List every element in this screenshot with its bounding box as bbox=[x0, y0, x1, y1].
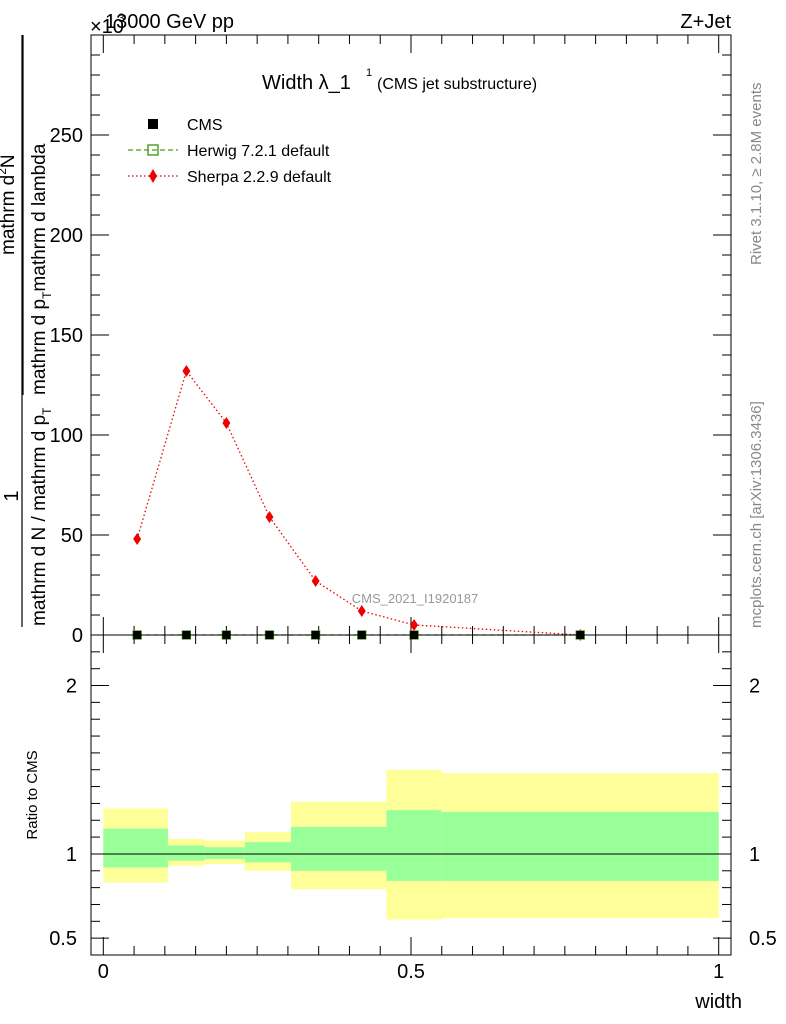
main-y-tick-label: 0 bbox=[72, 625, 83, 647]
sherpa-point bbox=[311, 575, 320, 587]
chart-subtitle: (CMS jet substructure) bbox=[377, 76, 537, 93]
ylabel-num-sup: 2 bbox=[0, 168, 9, 175]
x-axis-label: width bbox=[694, 991, 742, 1013]
ratio-y-tick-label-right: 2 bbox=[749, 676, 760, 698]
x-tick-label: 1 bbox=[713, 961, 724, 983]
ratio-y-tick-label: 0.5 bbox=[49, 928, 77, 950]
process-label: Z+Jet bbox=[680, 11, 731, 33]
ylabel-num-rest: N bbox=[0, 154, 19, 168]
ratio-y-tick-label-right: 1 bbox=[749, 844, 760, 866]
ylabel-one: 1 bbox=[1, 490, 23, 501]
main-y-label: 1 mathrm d N / mathrm d pT mathrm d2N ma… bbox=[0, 35, 54, 627]
main-y-tick-label: 200 bbox=[50, 225, 83, 247]
sherpa-point bbox=[133, 533, 142, 545]
ylabel-bottom-sub: T bbox=[40, 407, 54, 415]
ratio-panel: 0.5 0.51 12 2 0 0.5 1 Ratio to CMS width bbox=[24, 634, 777, 1013]
x-tick-label: 0 bbox=[98, 961, 109, 983]
main-y-tick-label: 250 bbox=[50, 125, 83, 147]
ylabel-den-sub: T bbox=[40, 291, 54, 299]
ylabel-denominator: mathrm d pTmathrm d lambda bbox=[29, 143, 54, 395]
main-y-tick-label: 150 bbox=[50, 325, 83, 347]
ratio-bands bbox=[103, 769, 719, 920]
ylabel-bottom-text: mathrm d N / mathrm d p bbox=[29, 415, 50, 626]
legend-marker bbox=[149, 169, 157, 183]
ylabel-den-text: mathrm d p bbox=[29, 299, 50, 395]
ratio-inner-band bbox=[386, 810, 442, 881]
legend: CMS Herwig 7.2.1 default Sherpa 2.2.9 defa… bbox=[128, 117, 332, 186]
ratio-y-tick-label-right: 0.5 bbox=[749, 928, 777, 950]
sherpa-point bbox=[265, 511, 274, 523]
ratio-inner-band bbox=[204, 847, 245, 859]
rivet-label: Rivet 3.1.10, ≥ 2.8M events bbox=[748, 83, 765, 266]
ylabel-num-text: mathrm d bbox=[0, 175, 19, 255]
y-multiplier: ×10 3 bbox=[90, 11, 125, 38]
chart-title: Width λ_1 1 (CMS jet substructure) bbox=[262, 67, 537, 94]
main-y-tick-label: 100 bbox=[50, 425, 83, 447]
sherpa-point bbox=[357, 605, 366, 617]
ratio-y-axis: 0.5 0.5 1 1 2 2 bbox=[49, 651, 777, 950]
ratio-inner-band bbox=[103, 828, 168, 868]
site-label: mcplots.cern.ch [arXiv:1306.3436] bbox=[748, 401, 765, 628]
ratio-x-axis: 0 0.5 1 bbox=[98, 635, 724, 983]
ratio-inner-band bbox=[291, 827, 387, 871]
multiplier-exponent: 3 bbox=[118, 11, 125, 25]
x-tick-label: 0.5 bbox=[397, 961, 425, 983]
sherpa-point bbox=[182, 365, 191, 377]
ylabel-bottom: mathrm d N / mathrm d pT bbox=[29, 407, 54, 626]
main-y-tick-label: 50 bbox=[61, 525, 83, 547]
watermark: CMS_2021_I1920187 bbox=[352, 591, 479, 606]
energy-label: 13000 GeV pp bbox=[105, 11, 234, 33]
main-y-axis: 0 50 100 150 200 250 bbox=[50, 34, 731, 647]
ratio-inner-band bbox=[244, 842, 291, 863]
main-panel: 0 50 100 150 200 250 CMS_2021_I1920187 Width … bbox=[50, 34, 732, 647]
ylabel-numerator: mathrm d2N bbox=[0, 154, 19, 255]
ratio-inner-band bbox=[167, 845, 205, 861]
ratio-y-tick-label: 1 bbox=[66, 844, 77, 866]
ylabel-den-rest: mathrm d lambda bbox=[29, 143, 50, 291]
multiplier-base: ×10 bbox=[90, 16, 124, 38]
sherpa-point bbox=[410, 619, 419, 631]
legend-label: CMS bbox=[187, 117, 223, 134]
legend-marker bbox=[147, 144, 159, 156]
ratio-inner-band bbox=[441, 811, 719, 881]
chart-title-main: Width λ_1 bbox=[262, 72, 351, 94]
ratio-y-tick-label: 2 bbox=[66, 676, 77, 698]
sherpa-point bbox=[222, 417, 231, 429]
ratio-y-label: Ratio to CMS bbox=[24, 750, 41, 839]
chart-title-sup: 1 bbox=[366, 67, 372, 79]
legend-label: Herwig 7.2.1 default bbox=[187, 143, 330, 160]
legend-marker bbox=[148, 119, 158, 129]
legend-label: Sherpa 2.2.9 default bbox=[187, 169, 332, 186]
